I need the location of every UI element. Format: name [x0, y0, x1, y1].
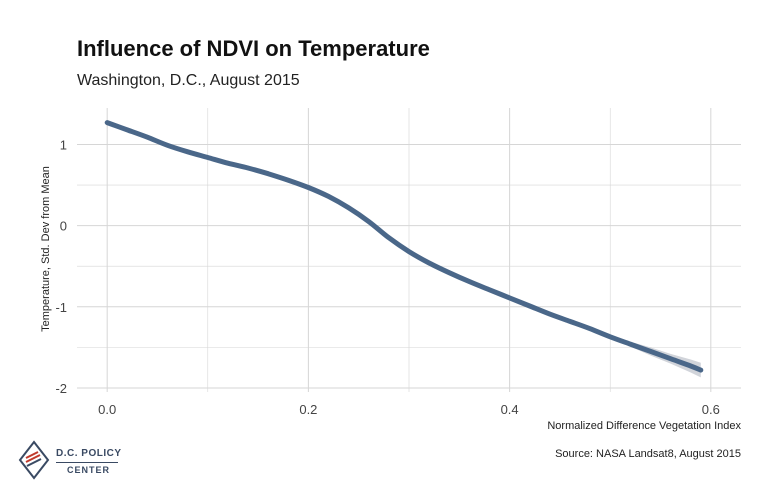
x-axis-label: Normalized Difference Vegetation Index	[547, 420, 741, 432]
y-axis-label: Temperature, Std. Dev from Mean	[40, 166, 52, 332]
logo-divider	[56, 462, 118, 463]
y-tick-label: -1	[55, 300, 67, 315]
logo-text-line1: D.C. POLICY	[56, 448, 122, 459]
y-tick-label: 1	[60, 138, 67, 153]
x-tick-label: 0.4	[501, 402, 519, 417]
y-axis-label-wrap: Temperature, Std. Dev from Mean	[37, 104, 55, 394]
x-tick-label: 0.0	[98, 402, 116, 417]
x-tick-label: 0.6	[702, 402, 720, 417]
x-tick-label: 0.2	[299, 402, 317, 417]
chart-subtitle: Washington, D.C., August 2015	[77, 72, 300, 89]
dc-map-icon	[18, 440, 50, 480]
y-tick-label: 0	[60, 219, 67, 234]
y-tick-label: -2	[55, 381, 67, 396]
chart-title: Influence of NDVI on Temperature	[77, 36, 430, 61]
series-line	[104, 120, 704, 373]
source-note: Source: NASA Landsat8, August 2015	[555, 448, 741, 460]
logo-text-line2: CENTER	[67, 465, 111, 475]
grid-layer	[77, 108, 741, 392]
dc-policy-center-logo: D.C. POLICY CENTER	[16, 438, 126, 484]
tick-labels: 0.0 0.2 0.4 0.6 1 0 -1 -2	[55, 138, 719, 417]
